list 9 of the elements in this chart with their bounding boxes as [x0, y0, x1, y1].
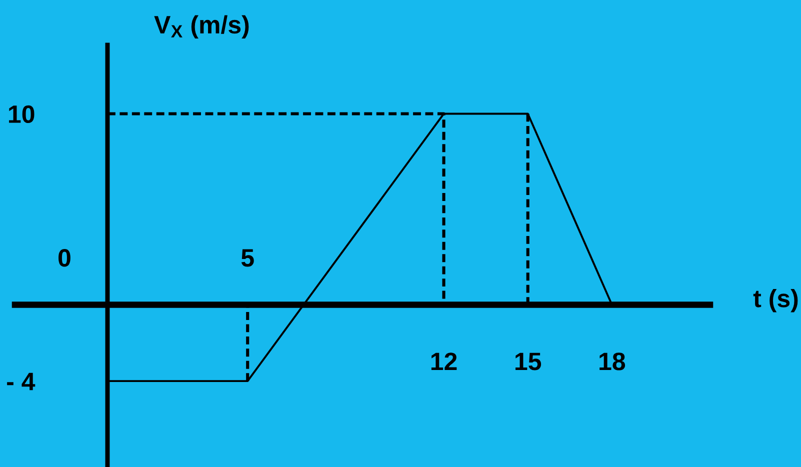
x-tick-label: 18	[600, 352, 626, 370]
annotation: 0	[58, 249, 70, 267]
x-tick-label: 15	[516, 352, 542, 370]
y-tick-label: 10	[9, 105, 34, 124]
annotation: 5	[241, 249, 254, 267]
x-axis-title: t (s)	[753, 289, 798, 312]
y-tick-label: - 4	[7, 372, 36, 390]
x-tick-label: 12	[431, 352, 457, 370]
y-axis-title: V$_{X}$ (m/s)	[154, 15, 249, 39]
